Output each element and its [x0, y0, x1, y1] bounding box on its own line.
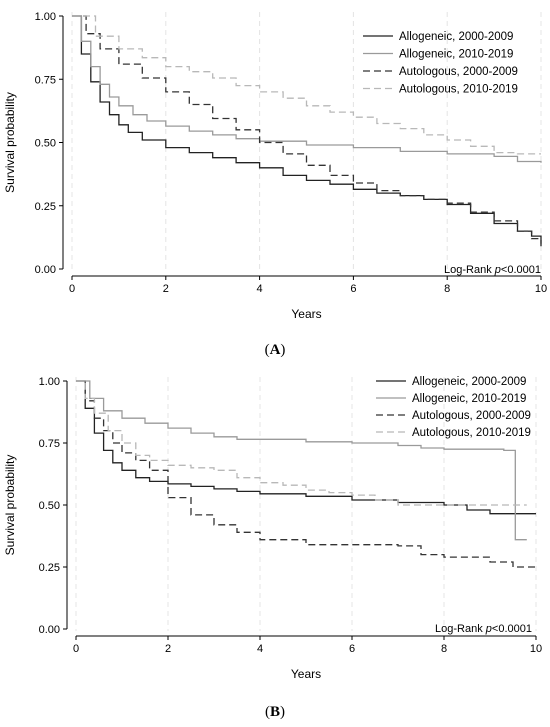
y-tick-label: 0.25 — [35, 201, 56, 213]
chart-panel-a: 0.00 0.25 0.50 0.75 1.00 0 2 4 6 8 10 Years Survival… — [3, 11, 547, 358]
x-tick-label: 2 — [165, 643, 171, 655]
annotation-prefix: Log-Rank — [435, 623, 486, 635]
x-tick-label: 2 — [163, 283, 169, 295]
panel-caption: (B) — [265, 704, 285, 720]
x-tick-label: 6 — [350, 283, 356, 295]
log-rank-annotation: Log-Rank p<0.0001 — [444, 264, 541, 276]
x-tick-label: 8 — [444, 283, 450, 295]
y-axis-title: Survival probability — [3, 455, 17, 556]
legend-label: Allogeneic, 2010-2019 — [412, 393, 526, 405]
annotation-p: p — [494, 264, 501, 276]
x-tick-label: 0 — [69, 283, 75, 295]
caption-letter: A — [270, 342, 281, 358]
caption-letter: B — [270, 704, 280, 720]
chart-panel-b: 0.00 0.25 0.50 0.75 1.00 0 2 4 6 8 10 Years Survival… — [3, 376, 542, 720]
panel-caption: (A) — [265, 342, 286, 358]
legend-label: Allogeneic, 2000-2009 — [412, 376, 526, 388]
y-tick-label: 0.75 — [35, 74, 56, 86]
x-tick-label: 4 — [257, 283, 263, 295]
series-line-3 — [72, 15, 542, 244]
x-tick-label: 4 — [257, 643, 263, 655]
y-axis-title: Survival probability — [3, 92, 17, 193]
x-axis-title: Years — [291, 667, 321, 681]
y-tick-label: 0.25 — [39, 562, 60, 574]
series-line-1 — [76, 380, 536, 515]
annotation-value: <0.0001 — [501, 264, 541, 276]
legend-label: Autologous, 2010-2019 — [412, 427, 531, 439]
caption-paren-open: ( — [265, 342, 270, 358]
caption-paren-close: ) — [280, 704, 285, 720]
annotation-prefix: Log-Rank — [444, 264, 495, 276]
y-tick-label: 0.50 — [39, 500, 60, 512]
y-tick-label: 0.75 — [39, 438, 60, 450]
legend-label: Allogeneic, 2010-2019 — [399, 49, 513, 61]
legend-label: Autologous, 2000-2009 — [412, 410, 531, 422]
caption-paren-open: ( — [265, 704, 270, 720]
y-tick-label: 0.00 — [35, 264, 56, 276]
annotation-value: <0.0001 — [492, 623, 532, 635]
series-line-2 — [72, 15, 542, 163]
annotation-p: p — [485, 623, 492, 635]
series-line-3 — [76, 380, 536, 568]
log-rank-annotation: Log-Rank p<0.0001 — [435, 623, 532, 635]
series-line-4 — [76, 380, 527, 506]
x-tick-label: 10 — [535, 283, 547, 295]
legend-label: Autologous, 2000-2009 — [399, 66, 518, 78]
x-tick-label: 10 — [530, 643, 542, 655]
series-line-1 — [72, 15, 542, 247]
legend-label: Autologous, 2010-2019 — [399, 84, 518, 96]
x-axis-title: Years — [291, 307, 321, 321]
x-tick-label: 6 — [349, 643, 355, 655]
series-line-4 — [72, 15, 541, 155]
y-tick-label: 0.50 — [35, 138, 56, 150]
y-tick-label: 1.00 — [35, 11, 56, 23]
y-tick-label: 0.00 — [39, 624, 60, 636]
x-tick-label: 0 — [73, 643, 79, 655]
y-tick-label: 1.00 — [39, 376, 60, 388]
caption-paren-close: ) — [280, 342, 285, 358]
legend-label: Allogeneic, 2000-2009 — [399, 31, 513, 43]
series-line-2 — [76, 380, 527, 541]
x-tick-label: 8 — [441, 643, 447, 655]
